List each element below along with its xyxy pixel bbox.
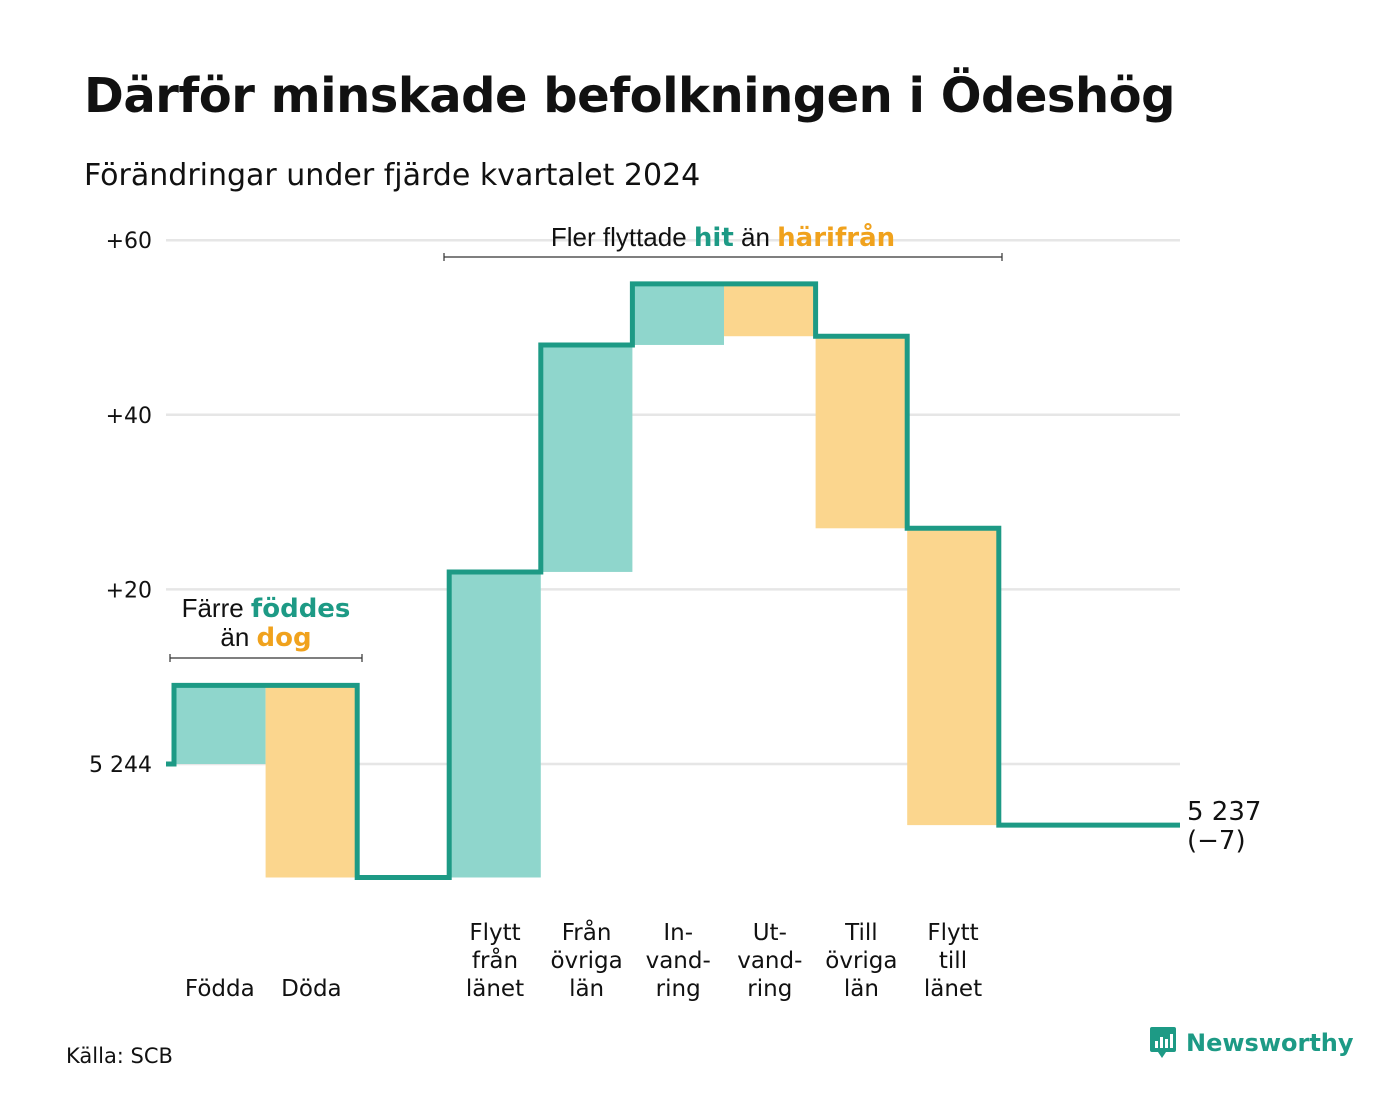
category-label: ring	[656, 976, 701, 1002]
category-label: övriga	[825, 948, 897, 974]
waterfall-bar	[540, 344, 633, 572]
waterfall-bar	[815, 336, 908, 529]
label-layer: 5 237(−7)Födda DödaFlyttfrånlänetFrånövri…	[185, 797, 1262, 1002]
category-label: Ut-	[753, 920, 787, 946]
bar-layer	[174, 283, 999, 878]
waterfall-bar	[174, 685, 266, 764]
waterfall-step-line	[166, 281, 1180, 880]
waterfall-bar	[724, 283, 816, 337]
annotation-highlight-increase: föddes	[251, 594, 351, 624]
category-label: län	[569, 976, 604, 1002]
annotation-word: än	[220, 622, 256, 652]
chart-title: Därför minskade befolkningen i Ödeshög	[84, 68, 1176, 124]
category-label: län	[844, 976, 879, 1002]
category-label: vand-	[737, 948, 802, 974]
waterfall-bar	[907, 528, 999, 826]
y-tick-label: +40	[106, 404, 152, 429]
annotation-text: Färre föddes	[182, 593, 351, 624]
brand-name: Newsworthy	[1186, 1029, 1354, 1057]
annotation-word: Färre	[182, 593, 251, 623]
category-label: Flytt	[927, 920, 978, 946]
end-change-label: (−7)	[1187, 826, 1246, 856]
waterfall-bar	[449, 571, 541, 878]
category-label: till	[939, 948, 967, 974]
category-label: vand-	[646, 948, 711, 974]
category-label: från	[472, 946, 518, 974]
y-tick-label: +20	[106, 578, 152, 603]
line-layer	[166, 281, 1180, 880]
newsworthy-logo-icon	[1150, 1027, 1176, 1058]
y-tick-label: +60	[106, 229, 152, 254]
tick-layer: 5 244 +20 +40 +60	[89, 229, 152, 778]
source-note: Källa: SCB	[66, 1044, 173, 1068]
category-label: Till	[844, 920, 878, 946]
waterfall-chart: 5 244+20+40+60 5 237(−7)Födda DödaFlyttfr…	[89, 221, 1262, 1002]
waterfall-bar	[632, 283, 724, 345]
chart-subtitle: Förändringar under fjärde kvartalet 2024	[84, 158, 701, 193]
category-label: länet	[924, 976, 982, 1002]
category-label: ring	[747, 976, 792, 1002]
annotation-highlight-decrease: dog	[257, 623, 312, 653]
annotation-highlight-decrease: härifrån	[777, 221, 895, 253]
category-label: övriga	[550, 948, 622, 974]
waterfall-bar	[265, 685, 358, 878]
category-label: Från	[562, 918, 612, 946]
category-label: länet	[466, 976, 524, 1002]
annotation-word: än	[734, 222, 777, 252]
category-label: Döda	[281, 976, 341, 1002]
annotation-highlight-increase: hit	[694, 223, 734, 253]
brand-logo[interactable]: Newsworthy	[1148, 1026, 1354, 1060]
end-value-label: 5 237	[1187, 797, 1261, 827]
category-label: Födda	[185, 976, 255, 1002]
category-label: Flytt	[469, 920, 520, 946]
annotation-word: Fler flyttade	[551, 222, 694, 252]
annotation-text: Fler flyttade hit än härifrån	[551, 221, 895, 253]
category-label: In-	[663, 920, 693, 946]
annotation-text: än dog	[220, 622, 311, 653]
y-tick-label: 5 244	[89, 753, 152, 778]
